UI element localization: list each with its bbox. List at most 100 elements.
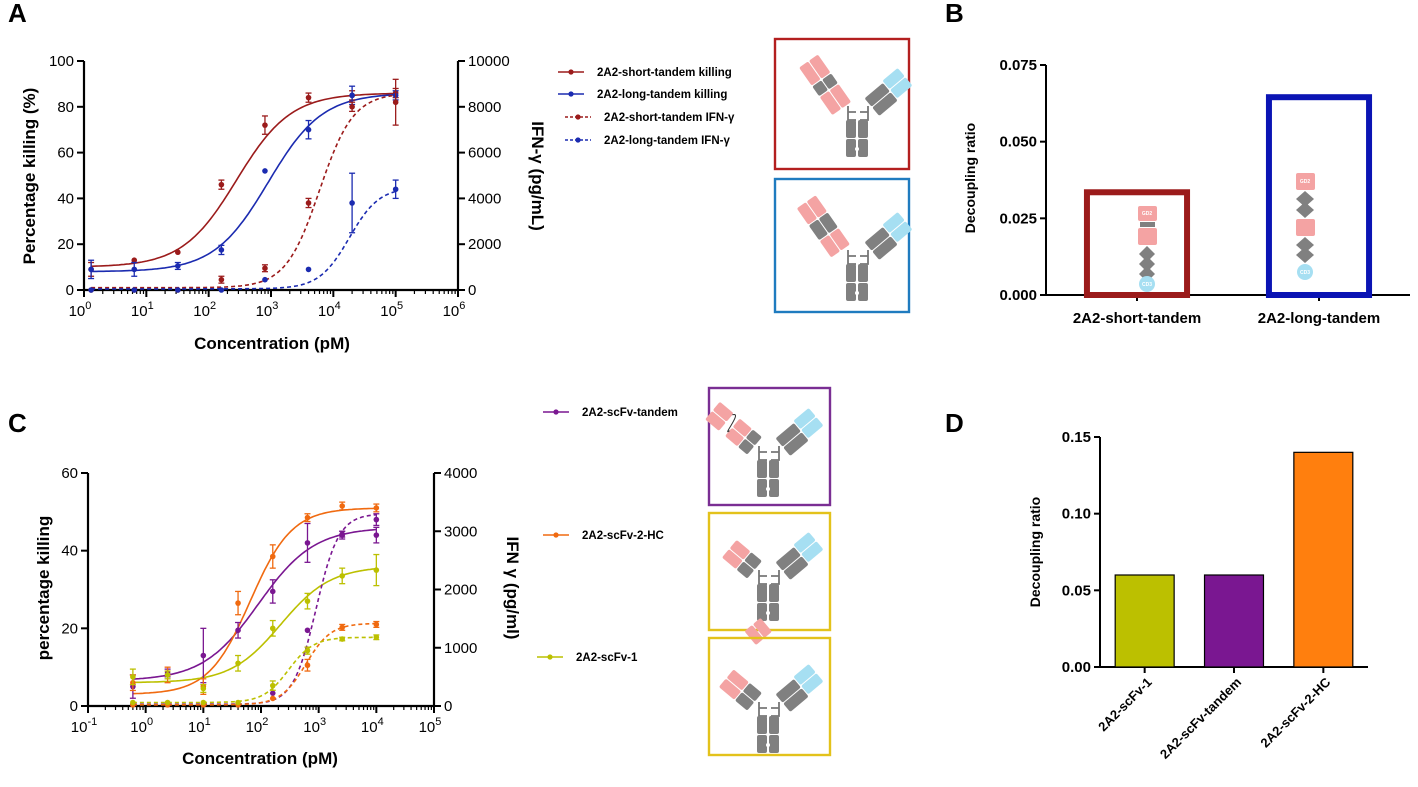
data-point — [164, 699, 171, 706]
data-point — [131, 257, 138, 264]
y-tick-label: 0.05 — [1062, 582, 1091, 599]
data-point — [200, 685, 207, 692]
panel-b-bars — [1083, 94, 1373, 298]
panel-a-legend: 2A2-short-tandem killing 2A2-long-tandem… — [558, 67, 735, 147]
data-point — [235, 627, 241, 634]
y2-tick-label: 4000 — [444, 465, 477, 482]
panel-c-chart: 0 20 40 60 0 1000 2000 3000 4000 10-1 100 101 102 103… — [34, 465, 522, 768]
legend-item-scfv-1: 2A2-scFv-1 — [537, 652, 638, 664]
data-point — [304, 598, 311, 604]
data-point — [373, 505, 380, 511]
data-point — [235, 600, 241, 606]
data-point — [304, 662, 311, 669]
y-tick-label: 20 — [57, 236, 74, 253]
x-tick-label: 100 — [69, 300, 92, 320]
data-point — [269, 588, 276, 595]
data-point — [269, 625, 276, 632]
domain-label-cd3: CD3 — [1142, 282, 1152, 288]
data-point — [339, 531, 346, 537]
panel-d-bars — [1114, 451, 1354, 668]
data-point — [392, 186, 399, 193]
curve-2a2-scfv-1-ifn- — [132, 636, 377, 704]
legend-item-scfv-tandem: 2A2-scFv-tandem — [543, 407, 678, 419]
legend-label: 2A2-short-tandem killing — [597, 67, 732, 79]
curve-2a2-long-tandem-ifn- — [91, 190, 396, 290]
legend-label: 2A2-long-tandem killing — [597, 89, 727, 101]
panel-label-b: B — [945, 0, 964, 28]
data-point — [262, 122, 268, 128]
panel-c-legend: 2A2-scFv-tandem 2A2-scFv-2-HC 2A2-scFv-1 — [537, 407, 678, 664]
data-point — [218, 181, 225, 188]
x-tick-label: 2A2-scFv-2-HC — [1257, 674, 1333, 750]
x-tick-label: 102 — [193, 300, 216, 320]
data-point — [304, 647, 311, 654]
data-point — [130, 674, 136, 680]
data-point — [305, 126, 312, 133]
legend-label: 2A2-scFv-2-HC — [582, 530, 664, 542]
data-point — [218, 276, 225, 283]
bar-2a2-scfv-1 — [1114, 574, 1175, 668]
y2-tick-label: 10000 — [468, 53, 510, 70]
data-point — [392, 99, 399, 106]
panel-label-a: A — [8, 0, 27, 28]
x-tick-label: 2A2-scFv-1 — [1095, 675, 1155, 735]
data-point — [269, 682, 276, 689]
y-tick-label: 80 — [57, 99, 74, 116]
y-tick-label: 0.15 — [1062, 429, 1091, 446]
antibody-diagram-scfv-1 — [707, 636, 832, 757]
data-point — [88, 266, 94, 273]
y-tick-label: 0.10 — [1062, 506, 1091, 523]
y2-tick-label: 0 — [444, 698, 452, 715]
data-point — [373, 621, 380, 628]
data-point — [349, 92, 355, 99]
data-point — [304, 540, 311, 546]
curve-2a2-long-tandem-killing — [91, 93, 396, 273]
legend-item-short-killing: 2A2-short-tandem killing — [558, 67, 732, 79]
y2-tick-label: 3000 — [444, 523, 477, 540]
long-tandem-molecule-icon: GD2 CD3 — [1296, 173, 1315, 280]
data-point — [218, 287, 225, 293]
y2-tick-label: 0 — [468, 282, 476, 299]
panel-c-axes: 0 20 40 60 0 1000 2000 3000 4000 10-1 100 101 102 103… — [61, 465, 477, 736]
panel-d-y-axis-label: Decoupling ratio — [1027, 497, 1043, 607]
x-tick-label: 106 — [443, 300, 466, 320]
data-point — [349, 104, 355, 110]
data-point — [262, 168, 268, 174]
short-tandem-molecule-icon: GD2 CD3 — [1138, 206, 1157, 292]
data-point — [235, 660, 241, 667]
y2-tick-label: 8000 — [468, 99, 501, 116]
data-point — [304, 514, 311, 521]
data-point — [175, 287, 181, 293]
data-point — [339, 573, 346, 579]
panel-c-curves — [132, 507, 377, 706]
domain-label-gd2: GD2 — [1300, 179, 1311, 185]
panel-c-y2-axis-label: IFN γ (pg/ml) — [503, 537, 522, 640]
data-point — [88, 287, 94, 293]
data-point — [164, 672, 171, 678]
curve-2a2-short-tandem-ifn- — [91, 94, 396, 289]
y-tick-label: 40 — [57, 190, 74, 207]
panel-b-axes: 0.000 0.025 0.050 0.075 2A2-short-tandem 2A2-… — [999, 57, 1410, 327]
x-tick-label: 101 — [188, 716, 211, 736]
x-tick-label: 103 — [256, 300, 279, 320]
data-point — [305, 94, 312, 101]
antibody-diagram-scfv-tandem — [705, 386, 832, 507]
data-point — [175, 249, 181, 256]
x-tick-label: 104 — [318, 300, 341, 320]
panel-a-y2-axis-label: IFN-γ (pg/mL) — [528, 121, 547, 231]
y-tick-label: 60 — [61, 465, 78, 482]
data-point — [339, 503, 346, 509]
antibody-diagram-scfv-2-hc — [707, 511, 832, 645]
y2-tick-label: 4000 — [468, 190, 501, 207]
y2-tick-label: 2000 — [444, 582, 477, 599]
antibody-diagram-long-tandem — [773, 177, 914, 314]
x-tick-label: 103 — [303, 716, 326, 736]
legend-item-short-ifn: 2A2-short-tandem IFN-γ — [565, 112, 735, 124]
legend-label: 2A2-scFv-1 — [576, 652, 638, 664]
panel-a-x-axis-label: Concentration (pM) — [194, 334, 350, 353]
panel-b-chart: 0.000 0.025 0.050 0.075 2A2-short-tandem 2A2-… — [962, 57, 1410, 327]
data-point — [262, 276, 268, 283]
y-tick-label: 100 — [49, 53, 74, 70]
data-point — [269, 695, 276, 702]
